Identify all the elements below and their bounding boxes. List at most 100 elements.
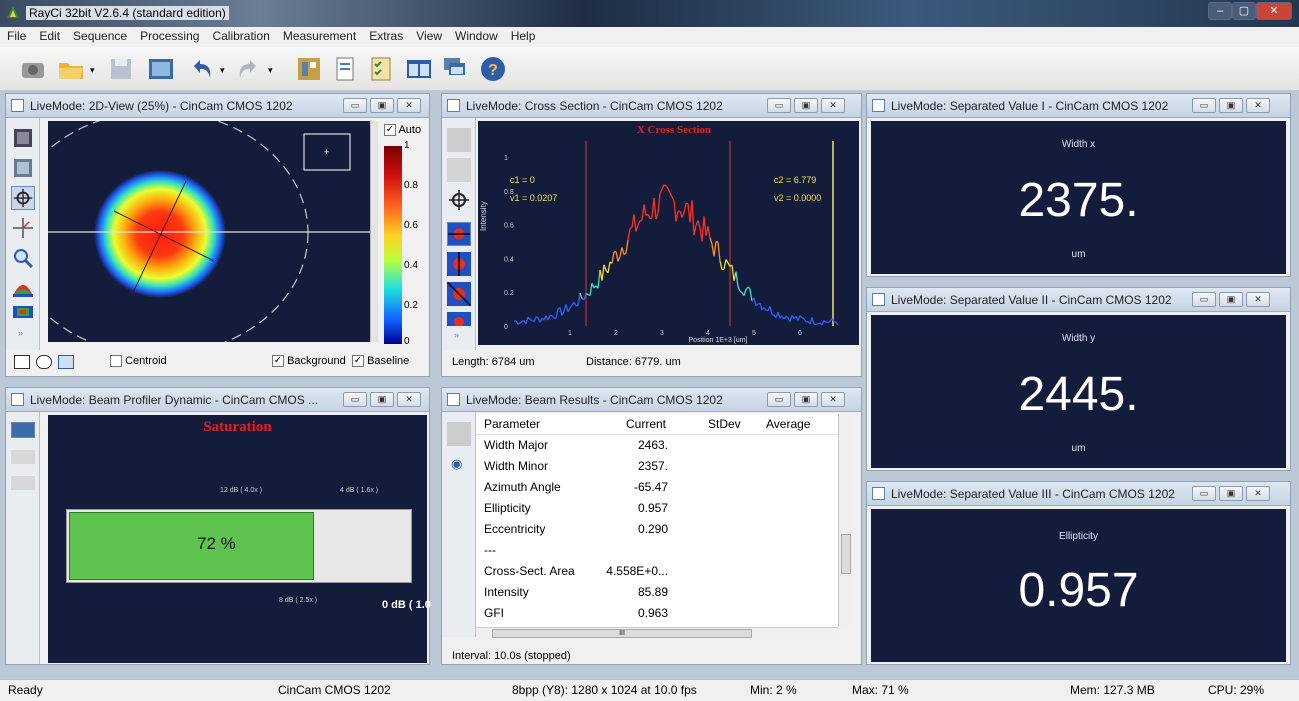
panel-close-button[interactable]: ✕ — [397, 98, 421, 113]
panel-maximize-button[interactable]: ▣ — [794, 392, 818, 407]
h-scroll-thumb[interactable]: III — [492, 629, 752, 638]
crosshair-icon[interactable] — [11, 186, 35, 210]
expand-toolbar-icon[interactable]: » — [18, 328, 24, 338]
color-map-icon[interactable] — [11, 304, 35, 320]
x-axis-label: Position 1E+3 [um] — [689, 337, 748, 344]
window-cascade-icon[interactable] — [440, 54, 470, 84]
table-row[interactable]: Cross-Sect. Area 4.558E+0... — [484, 564, 668, 578]
panel-maximize-button[interactable]: ▣ — [370, 98, 394, 113]
table-row[interactable]: Width Major 2463. — [484, 438, 668, 452]
curve-segment — [805, 320, 809, 323]
menu-edit[interactable]: Edit — [39, 29, 61, 43]
panel-minimize-button[interactable]: ▭ — [343, 98, 367, 113]
panel-minimize-button[interactable]: ▭ — [1192, 98, 1216, 113]
panel-minimize-button[interactable]: ▭ — [343, 392, 367, 407]
table-row[interactable]: Intensity 85.89 — [484, 585, 668, 599]
panel-separated-value-3: LiveMode: Separated Value III - CinCam C… — [866, 481, 1291, 665]
rect-roi-button[interactable] — [14, 355, 30, 369]
panel-minimize-button[interactable]: ▭ — [1192, 486, 1216, 501]
open-folder-icon[interactable] — [56, 54, 86, 84]
export-results-icon[interactable] — [447, 422, 471, 446]
table-row[interactable]: Ellipticity 0.957 — [484, 501, 668, 515]
value-display: Ellipticity 0.957 — [871, 509, 1286, 662]
close-button[interactable]: ✕ — [1256, 2, 1292, 20]
save-icon[interactable] — [106, 54, 136, 84]
menu-measurement[interactable]: Measurement — [282, 29, 357, 43]
window-tile-icon[interactable] — [404, 54, 434, 84]
menu-processing[interactable]: Processing — [140, 29, 200, 43]
settings-tools-icon[interactable] — [294, 54, 324, 84]
zoom-icon[interactable] — [11, 246, 35, 270]
header-average[interactable]: Average — [766, 417, 811, 431]
background-checkbox[interactable]: ✓ Background — [272, 355, 346, 368]
save-icon[interactable] — [447, 158, 471, 182]
color-scale-bar — [384, 146, 402, 344]
snapshot-icon[interactable] — [11, 126, 35, 150]
crosshair-icon[interactable] — [447, 188, 471, 212]
document-icon[interactable] — [330, 54, 360, 84]
image-scrollbar[interactable] — [370, 121, 378, 342]
table-row[interactable]: Width Minor 2357. — [484, 459, 668, 473]
menu-extras[interactable]: Extras — [369, 29, 404, 43]
help-icon[interactable]: ? — [478, 54, 508, 84]
table-row[interactable]: GFI 0.963 — [484, 606, 668, 620]
export-icon[interactable] — [447, 128, 471, 152]
auto-roi-button[interactable] — [58, 355, 74, 369]
panel-close-button[interactable]: ✕ — [397, 392, 421, 407]
eye-icon[interactable]: ◉ — [451, 456, 463, 471]
camera-icon[interactable] — [18, 54, 48, 84]
minimize-button[interactable]: – — [1208, 2, 1232, 20]
redo-icon[interactable] — [234, 54, 264, 84]
3d-view-icon[interactable] — [11, 276, 35, 300]
major-axis-icon[interactable] — [447, 282, 471, 306]
minor-axis-icon[interactable] — [447, 312, 471, 326]
open-dropdown-arrow-icon[interactable]: ▾ — [90, 65, 95, 75]
table-vertical-scrollbar[interactable] — [838, 414, 852, 627]
panel-maximize-button[interactable]: ▣ — [1219, 98, 1243, 113]
panel-maximize-button[interactable]: ▣ — [1219, 292, 1243, 307]
redo-dropdown-arrow-icon[interactable]: ▾ — [268, 65, 273, 75]
expand-toolbar-icon[interactable]: » — [454, 330, 460, 340]
baseline-checkbox[interactable]: ✓ Baseline — [352, 355, 410, 368]
table-horizontal-scrollbar[interactable]: III — [476, 627, 838, 639]
table-row[interactable]: Eccentricity 0.290 — [484, 522, 668, 536]
axis-icon[interactable] — [11, 216, 35, 240]
load-image-icon[interactable] — [11, 156, 35, 180]
scroll-thumb[interactable] — [841, 534, 851, 574]
header-parameter[interactable]: Parameter — [484, 417, 541, 431]
panel-close-button[interactable]: ✕ — [1246, 486, 1270, 501]
undo-icon[interactable] — [186, 54, 216, 84]
table-row[interactable]: --- — [484, 543, 496, 557]
panel-minimize-button[interactable]: ▭ — [767, 392, 791, 407]
panel-minimize-button[interactable]: ▭ — [1192, 292, 1216, 307]
panel-maximize-button[interactable]: ▣ — [370, 392, 394, 407]
bar-mode-2-icon[interactable] — [11, 450, 35, 464]
y-section-icon[interactable] — [447, 252, 471, 276]
maximize-button[interactable]: ▢ — [1232, 2, 1256, 20]
menu-calibration[interactable]: Calibration — [212, 29, 270, 43]
panel-minimize-button[interactable]: ▭ — [767, 98, 791, 113]
image-icon[interactable] — [146, 54, 176, 84]
menu-sequence[interactable]: Sequence — [73, 29, 128, 43]
panel-close-button[interactable]: ✕ — [821, 98, 845, 113]
header-stdev[interactable]: StDev — [708, 417, 741, 431]
bar-mode-icon[interactable] — [11, 422, 35, 438]
auto-checkbox[interactable]: ✓ Auto — [384, 124, 422, 137]
panel-close-button[interactable]: ✕ — [821, 392, 845, 407]
centroid-checkbox[interactable]: Centroid — [110, 355, 167, 368]
menu-view[interactable]: View — [416, 29, 443, 43]
undo-dropdown-arrow-icon[interactable]: ▾ — [220, 65, 225, 75]
panel-maximize-button[interactable]: ▣ — [1219, 486, 1243, 501]
ellipse-roi-button[interactable] — [36, 355, 52, 369]
panel-close-button[interactable]: ✕ — [1246, 98, 1270, 113]
menu-help[interactable]: Help — [510, 29, 536, 43]
header-current[interactable]: Current — [626, 417, 667, 431]
table-row[interactable]: Azimuth Angle -65.47 — [484, 480, 668, 494]
panel-maximize-button[interactable]: ▣ — [794, 98, 818, 113]
menu-window[interactable]: Window — [455, 29, 498, 43]
x-section-icon[interactable] — [447, 222, 471, 246]
panel-close-button[interactable]: ✕ — [1246, 292, 1270, 307]
bar-mode-3-icon[interactable] — [11, 476, 35, 490]
checklist-icon[interactable] — [366, 54, 396, 84]
menu-file[interactable]: File — [7, 29, 27, 43]
